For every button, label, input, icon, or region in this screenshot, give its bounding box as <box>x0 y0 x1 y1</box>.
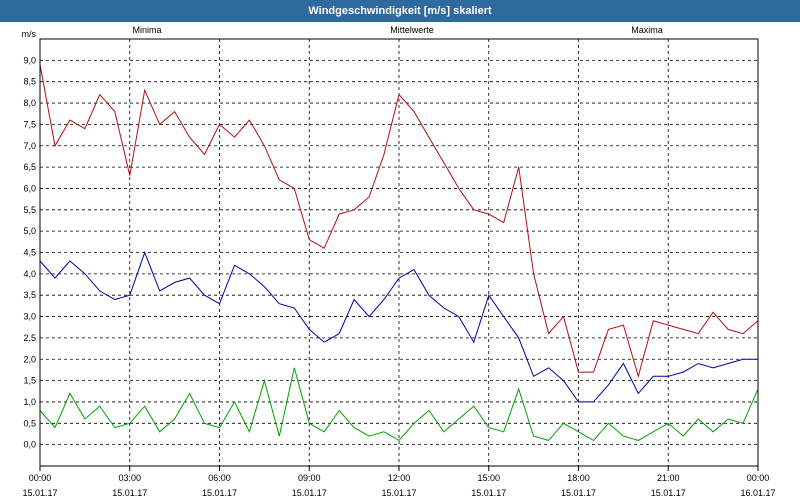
series-line-minima <box>39 367 759 442</box>
y-tick-label: 8,5 <box>23 77 36 87</box>
y-tick-label: 6,5 <box>23 162 36 172</box>
series-line-maxima <box>39 64 759 379</box>
y-tick-label: 3,0 <box>23 312 36 322</box>
x-tick-date: 16.01.17 <box>740 488 775 498</box>
x-tick-date: 15.01.17 <box>471 488 506 498</box>
legend-maxima: Maxima <box>631 25 663 35</box>
x-tick-time: 00:00 <box>29 473 52 483</box>
series-layer <box>39 64 759 442</box>
x-tick-date: 15.01.17 <box>651 488 686 498</box>
x-tick-time: 21:00 <box>657 473 680 483</box>
y-tick-label: 6,0 <box>23 183 36 193</box>
y-tick-label: 4,5 <box>23 248 36 258</box>
series-line-mittelwerte <box>39 251 758 403</box>
y-tick-label: 1,0 <box>23 397 36 407</box>
x-tick-date: 15.01.17 <box>292 488 327 498</box>
labels: 0,0 0,5 1,0 1,5 2,0 2,5 3,0 3,5 4,0 4,5 5,0 5,5 6,0 6… <box>22 25 776 498</box>
axes <box>39 38 759 471</box>
x-tick-date: 15.01.17 <box>22 488 57 498</box>
x-tick-time: 18:00 <box>567 473 590 483</box>
legend-minima: Minima <box>132 25 161 35</box>
x-tick-date: 15.01.17 <box>381 488 416 498</box>
plot-frame <box>39 38 759 467</box>
x-tick-date: 15.01.17 <box>112 488 147 498</box>
chart-background <box>0 22 800 500</box>
x-tick-time: 00:00 <box>747 473 770 483</box>
x-tick-time: 12:00 <box>388 473 411 483</box>
y-tick-label: 0,5 <box>23 418 36 428</box>
y-tick-label: 8,0 <box>23 98 36 108</box>
window-title: Windgeschwindigkeit [m/s] skaliert <box>0 0 800 22</box>
y-tick-label: 5,0 <box>23 226 36 236</box>
y-tick-label: 0,0 <box>23 440 36 450</box>
grid <box>40 39 758 466</box>
y-tick-label: 5,5 <box>23 205 36 215</box>
x-tick-time: 15:00 <box>477 473 500 483</box>
chart: 0,0 0,5 1,0 1,5 2,0 2,5 3,0 3,5 4,0 4,5 5,0 5,5 6,0 6… <box>0 22 800 500</box>
x-tick-time: 03:00 <box>118 473 141 483</box>
y-tick-label: 1,5 <box>23 376 36 386</box>
x-tick-time: 09:00 <box>298 473 321 483</box>
y-tick-label: 7,5 <box>23 119 36 129</box>
x-tick-date: 15.01.17 <box>561 488 596 498</box>
x-tick-date: 15.01.17 <box>202 488 237 498</box>
y-tick-label: 9,0 <box>23 55 36 65</box>
y-tick-label: 2,5 <box>23 333 36 343</box>
legend-mittelwerte: Mittelwerte <box>390 25 434 35</box>
y-tick-label: 2,0 <box>23 354 36 364</box>
y-axis-label: m/s <box>22 29 37 39</box>
y-tick-label: 4,0 <box>23 269 36 279</box>
x-tick-time: 06:00 <box>208 473 231 483</box>
y-tick-label: 3,5 <box>23 290 36 300</box>
y-tick-label: 7,0 <box>23 141 36 151</box>
